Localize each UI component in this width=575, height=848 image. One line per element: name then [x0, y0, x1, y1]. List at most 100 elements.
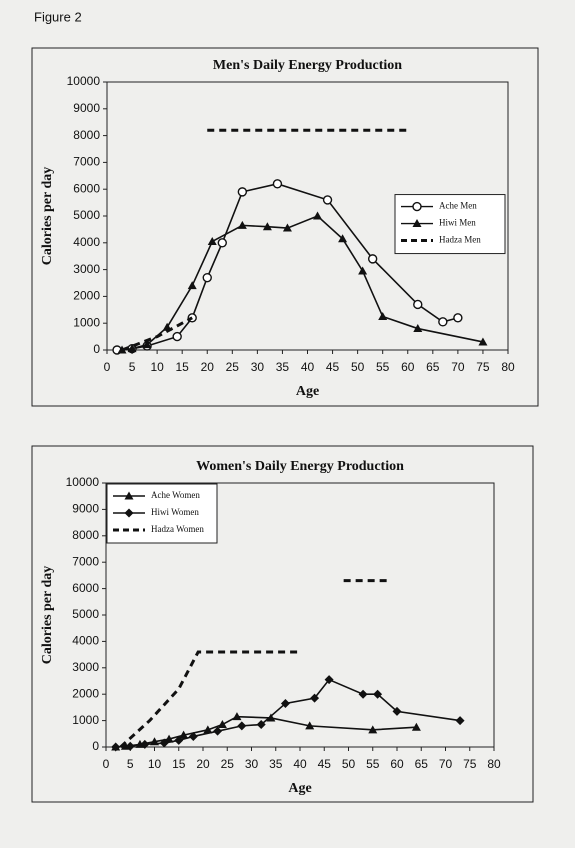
x-tick-label: 5 — [127, 757, 134, 771]
marker — [338, 234, 348, 243]
y-tick-label: 2000 — [72, 686, 99, 700]
x-tick-label: 80 — [487, 757, 501, 771]
x-tick-label: 45 — [318, 757, 332, 771]
marker — [367, 254, 378, 264]
marker — [358, 266, 368, 275]
y-tick-label: 1000 — [72, 713, 99, 727]
marker — [272, 179, 283, 189]
x-tick-label: 40 — [301, 360, 315, 374]
marker — [310, 693, 320, 703]
y-tick-label: 6000 — [73, 181, 100, 195]
x-tick-label: 75 — [476, 360, 490, 374]
y-axis-label: Calories per day — [40, 167, 55, 266]
x-tick-label: 15 — [176, 360, 190, 374]
marker — [373, 689, 383, 699]
marker — [111, 742, 121, 752]
marker — [232, 712, 242, 721]
marker — [174, 735, 184, 745]
y-tick-label: 4000 — [72, 634, 99, 648]
x-tick-label: 50 — [351, 360, 365, 374]
legend-label: Ache Women — [151, 490, 200, 500]
x-tick-label: 30 — [245, 757, 259, 771]
x-tick-label: 20 — [196, 757, 210, 771]
y-tick-label: 3000 — [72, 660, 99, 674]
y-tick-label: 10000 — [67, 74, 101, 88]
x-tick-label: 80 — [501, 360, 515, 374]
y-tick-label: 9000 — [72, 502, 99, 516]
x-tick-label: 65 — [415, 757, 429, 771]
figure-label: Figure 2 — [34, 9, 82, 24]
marker — [217, 238, 227, 248]
marker — [213, 726, 223, 736]
y-tick-label: 7000 — [73, 155, 100, 169]
y-tick-label: 10000 — [66, 475, 100, 489]
series-line — [115, 678, 461, 748]
chart-title: Men's Daily Energy Production — [213, 58, 402, 73]
x-tick-label: 5 — [129, 360, 136, 374]
x-tick-label: 0 — [104, 360, 111, 374]
marker — [237, 220, 247, 229]
y-tick-label: 8000 — [72, 528, 99, 542]
marker — [282, 223, 292, 232]
marker — [266, 713, 276, 722]
y-axis-label: Calories per day — [40, 566, 55, 665]
series-line — [121, 128, 408, 352]
y-tick-label: 5000 — [73, 208, 100, 222]
x-tick-label: 50 — [342, 757, 356, 771]
legend-label: Hiwi Men — [439, 218, 476, 228]
x-tick-label: 65 — [426, 360, 440, 374]
x-tick-label: 55 — [376, 360, 390, 374]
x-tick-label: 45 — [326, 360, 340, 374]
x-tick-label: 35 — [269, 757, 283, 771]
legend-marker — [412, 219, 422, 228]
y-tick-label: 0 — [93, 342, 100, 356]
y-tick-label: 2000 — [73, 289, 100, 303]
y-tick-label: 3000 — [73, 262, 100, 276]
marker — [313, 211, 323, 220]
x-tick-label: 25 — [221, 757, 235, 771]
marker — [187, 281, 197, 290]
marker — [413, 299, 423, 310]
marker — [455, 716, 465, 726]
marker — [262, 222, 272, 231]
x-tick-label: 0 — [103, 757, 110, 771]
x-tick-label: 15 — [172, 757, 186, 771]
marker — [164, 734, 174, 743]
y-tick-label: 9000 — [73, 101, 100, 115]
marker — [159, 738, 169, 748]
x-tick-label: 10 — [150, 360, 164, 374]
chart-title: Women's Daily Energy Production — [196, 459, 404, 474]
marker — [188, 731, 198, 741]
marker — [256, 720, 266, 730]
marker — [237, 187, 248, 197]
marker — [125, 741, 135, 751]
x-axis-label: Age — [296, 384, 319, 399]
marker — [217, 720, 227, 729]
x-tick-label: 25 — [226, 360, 240, 374]
series-line — [119, 579, 388, 749]
marker — [172, 331, 182, 342]
marker — [358, 689, 368, 699]
legend-label: Ache Men — [439, 201, 477, 211]
marker — [280, 698, 290, 708]
legend-marker — [412, 201, 422, 212]
marker — [378, 312, 388, 320]
marker — [438, 317, 448, 327]
marker — [127, 344, 137, 353]
y-tick-label: 0 — [92, 739, 99, 753]
chart-frame — [31, 445, 534, 803]
legend-label: Hadza Men — [439, 235, 481, 245]
marker — [207, 236, 217, 245]
x-tick-label: 35 — [276, 360, 290, 374]
marker — [179, 730, 189, 739]
y-tick-label: 7000 — [72, 554, 99, 568]
marker — [140, 739, 150, 749]
y-tick-label: 1000 — [73, 315, 100, 329]
marker — [453, 313, 463, 323]
series-line — [116, 183, 459, 351]
x-tick-label: 30 — [251, 360, 265, 374]
marker — [142, 340, 152, 349]
x-tick-label: 70 — [439, 757, 453, 771]
y-tick-label: 6000 — [72, 581, 99, 595]
